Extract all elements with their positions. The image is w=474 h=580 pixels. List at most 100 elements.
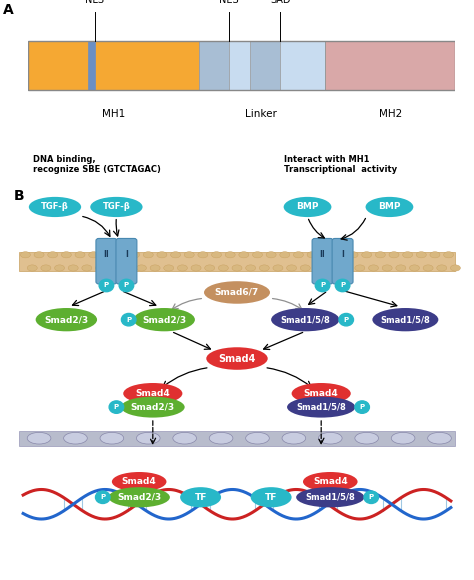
Text: P: P <box>344 317 349 322</box>
Ellipse shape <box>328 265 337 271</box>
Ellipse shape <box>123 383 182 404</box>
Ellipse shape <box>27 265 37 271</box>
Ellipse shape <box>355 265 365 271</box>
Ellipse shape <box>396 265 406 271</box>
Ellipse shape <box>177 265 187 271</box>
Text: I: I <box>341 250 344 259</box>
Text: Smad2/3: Smad2/3 <box>142 315 186 324</box>
Text: B: B <box>14 190 25 204</box>
Circle shape <box>121 313 136 326</box>
Circle shape <box>355 401 369 414</box>
Text: Smad1/5/8: Smad1/5/8 <box>296 403 346 412</box>
Ellipse shape <box>307 252 317 258</box>
Ellipse shape <box>129 252 140 258</box>
Ellipse shape <box>100 432 124 444</box>
Bar <box>199 41 325 89</box>
Ellipse shape <box>410 265 419 271</box>
Ellipse shape <box>89 252 99 258</box>
Ellipse shape <box>246 432 269 444</box>
Ellipse shape <box>416 252 426 258</box>
Text: TGF-β: TGF-β <box>102 202 130 212</box>
Text: II: II <box>103 250 109 259</box>
Ellipse shape <box>27 432 51 444</box>
Text: Smad4: Smad4 <box>136 389 170 398</box>
Ellipse shape <box>29 197 81 217</box>
Text: SAD: SAD <box>270 0 291 5</box>
Ellipse shape <box>121 397 185 418</box>
Ellipse shape <box>123 265 133 271</box>
Text: Smad2/3: Smad2/3 <box>44 315 89 324</box>
Ellipse shape <box>273 265 283 271</box>
Text: TF: TF <box>194 493 207 502</box>
Ellipse shape <box>287 397 356 418</box>
Ellipse shape <box>55 265 64 271</box>
Ellipse shape <box>95 265 106 271</box>
Ellipse shape <box>206 347 268 370</box>
Text: II: II <box>319 250 326 259</box>
Text: A: A <box>3 3 14 17</box>
Text: P: P <box>369 494 374 501</box>
Circle shape <box>315 279 330 292</box>
Ellipse shape <box>109 487 170 508</box>
Text: P: P <box>360 404 365 410</box>
Ellipse shape <box>205 265 215 271</box>
Ellipse shape <box>116 252 126 258</box>
Text: Smad1/5/8: Smad1/5/8 <box>305 493 355 502</box>
Ellipse shape <box>321 252 331 258</box>
Text: P: P <box>340 282 345 288</box>
Text: Smad4: Smad4 <box>219 354 255 364</box>
Ellipse shape <box>300 265 310 271</box>
Ellipse shape <box>209 432 233 444</box>
FancyBboxPatch shape <box>96 238 117 284</box>
Ellipse shape <box>137 265 146 271</box>
Ellipse shape <box>437 265 447 271</box>
Ellipse shape <box>112 472 166 491</box>
Ellipse shape <box>283 197 331 217</box>
Ellipse shape <box>20 252 30 258</box>
Ellipse shape <box>225 252 235 258</box>
Text: Smad4: Smad4 <box>313 477 347 486</box>
Text: Smad4: Smad4 <box>122 477 156 486</box>
Circle shape <box>364 491 379 503</box>
Ellipse shape <box>34 252 44 258</box>
Ellipse shape <box>402 252 413 258</box>
Ellipse shape <box>375 252 385 258</box>
Ellipse shape <box>109 265 119 271</box>
Ellipse shape <box>259 265 269 271</box>
Ellipse shape <box>253 252 263 258</box>
Ellipse shape <box>266 252 276 258</box>
Text: I: I <box>125 250 128 259</box>
Ellipse shape <box>198 252 208 258</box>
Ellipse shape <box>64 432 87 444</box>
Ellipse shape <box>303 472 357 491</box>
Text: Smad1/5/8: Smad1/5/8 <box>281 315 330 324</box>
Ellipse shape <box>365 197 413 217</box>
Circle shape <box>109 401 124 414</box>
Ellipse shape <box>334 252 345 258</box>
Ellipse shape <box>232 265 242 271</box>
FancyBboxPatch shape <box>312 238 333 284</box>
Bar <box>250 41 280 89</box>
Text: P: P <box>100 494 105 501</box>
Ellipse shape <box>368 265 379 271</box>
Text: Linker: Linker <box>245 109 277 119</box>
Ellipse shape <box>41 265 51 271</box>
Bar <box>28 41 455 89</box>
Bar <box>325 41 455 89</box>
Circle shape <box>339 313 354 326</box>
Ellipse shape <box>382 265 392 271</box>
Ellipse shape <box>348 252 358 258</box>
Ellipse shape <box>430 252 440 258</box>
Ellipse shape <box>282 432 306 444</box>
Ellipse shape <box>134 308 195 331</box>
Ellipse shape <box>157 252 167 258</box>
Ellipse shape <box>164 265 174 271</box>
Ellipse shape <box>292 383 351 404</box>
Text: NLS: NLS <box>85 0 104 5</box>
Ellipse shape <box>61 252 72 258</box>
Text: Interact with MH1
Transcriptional  activity: Interact with MH1 Transcriptional activi… <box>284 155 398 174</box>
Circle shape <box>119 279 134 292</box>
Ellipse shape <box>391 432 415 444</box>
Text: Smad2/3: Smad2/3 <box>117 493 161 502</box>
FancyBboxPatch shape <box>332 238 353 284</box>
